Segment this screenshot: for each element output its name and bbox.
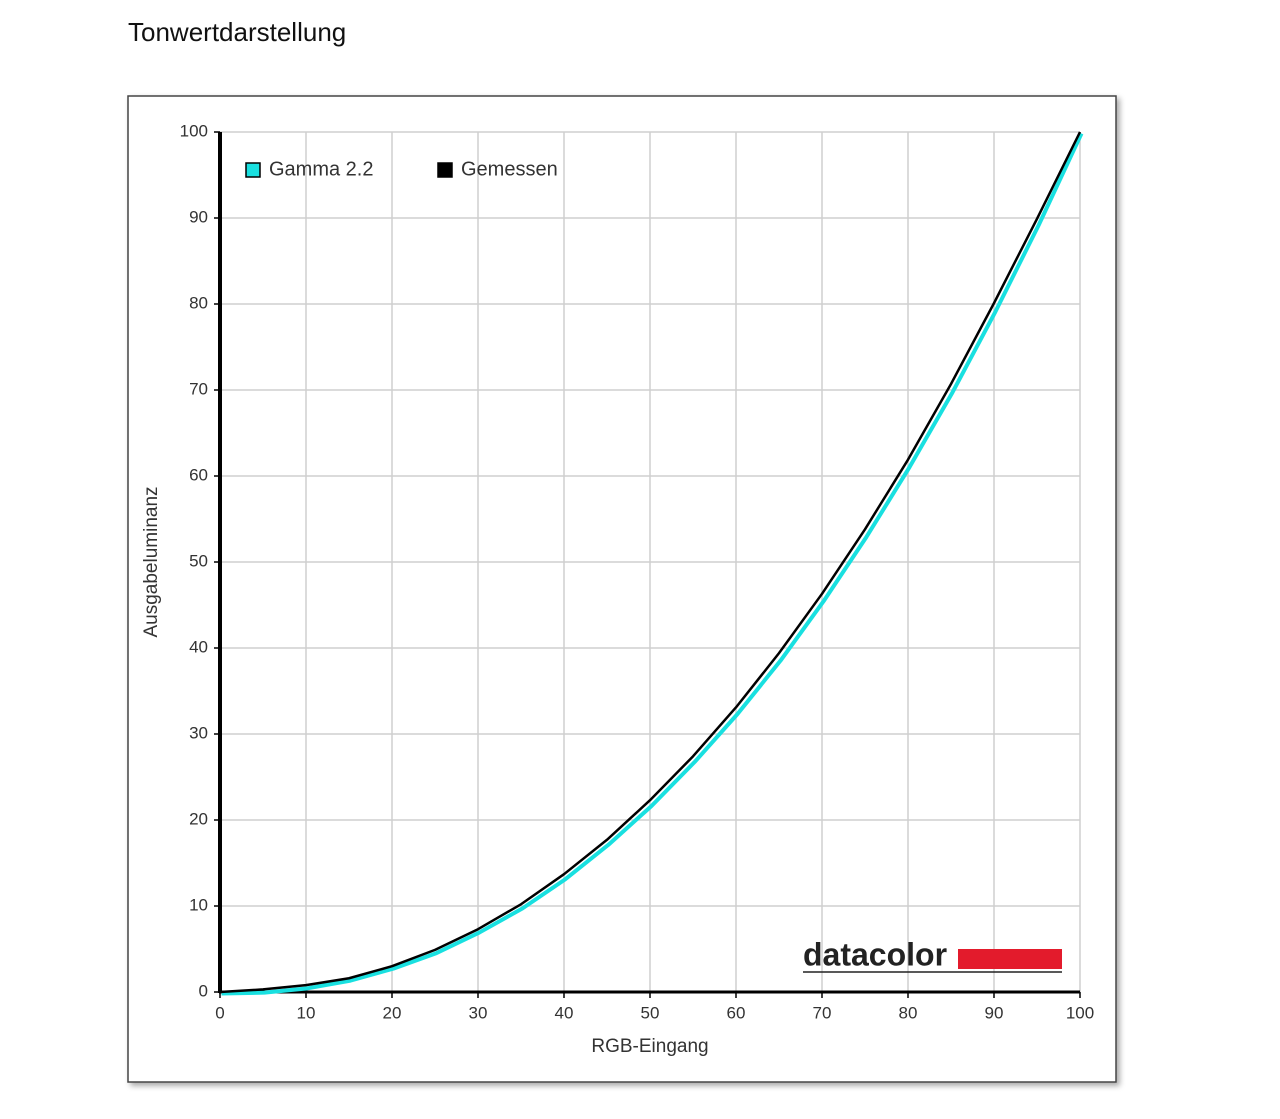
- x-tick-label: 0: [215, 1003, 224, 1022]
- y-tick-label: 90: [189, 207, 208, 226]
- x-tick-label: 20: [383, 1003, 402, 1022]
- page-heading: Tonwertdarstellung: [128, 17, 346, 47]
- y-tick-label: 100: [180, 121, 208, 140]
- y-tick-label: 0: [199, 981, 208, 1000]
- y-tick-label: 30: [189, 723, 208, 742]
- y-tick-label: 10: [189, 895, 208, 914]
- series-line: [221, 132, 1084, 996]
- chart: 0 10 20 30 40 50 60 70 80 90 100 0 10 20 30 40 50 60 70 80 9…: [141, 121, 1094, 1057]
- y-tick-label: 50: [189, 551, 208, 570]
- x-tick-label: 10: [297, 1003, 316, 1022]
- legend-label: Gamma 2.2: [269, 158, 373, 180]
- x-tick-label: 80: [899, 1003, 918, 1022]
- y-tick-label: 60: [189, 465, 208, 484]
- y-axis-label: Ausgabeluminanz: [141, 486, 162, 637]
- legend-swatch: [437, 162, 453, 178]
- x-tick-label: 50: [641, 1003, 660, 1022]
- y-tick-label: 80: [189, 293, 208, 312]
- legend-label: Gemessen: [461, 158, 558, 180]
- logo-bar: [958, 949, 1062, 969]
- x-tick-label: 60: [727, 1003, 746, 1022]
- y-tick-label: 70: [189, 379, 208, 398]
- x-axis-label: RGB-Eingang: [591, 1036, 708, 1057]
- series-line: [219, 131, 1082, 994]
- x-tick-label: 90: [985, 1003, 1004, 1022]
- x-tick-label: 70: [813, 1003, 832, 1022]
- x-tick-label: 40: [555, 1003, 574, 1022]
- y-tick-label: 20: [189, 809, 208, 828]
- logo-text: datacolor: [803, 936, 947, 972]
- legend-swatch: [245, 162, 261, 178]
- chart-frame: [127, 95, 1117, 1083]
- y-tick-label: 40: [189, 637, 208, 656]
- x-tick-label: 30: [469, 1003, 488, 1022]
- x-tick-label: 100: [1066, 1003, 1094, 1022]
